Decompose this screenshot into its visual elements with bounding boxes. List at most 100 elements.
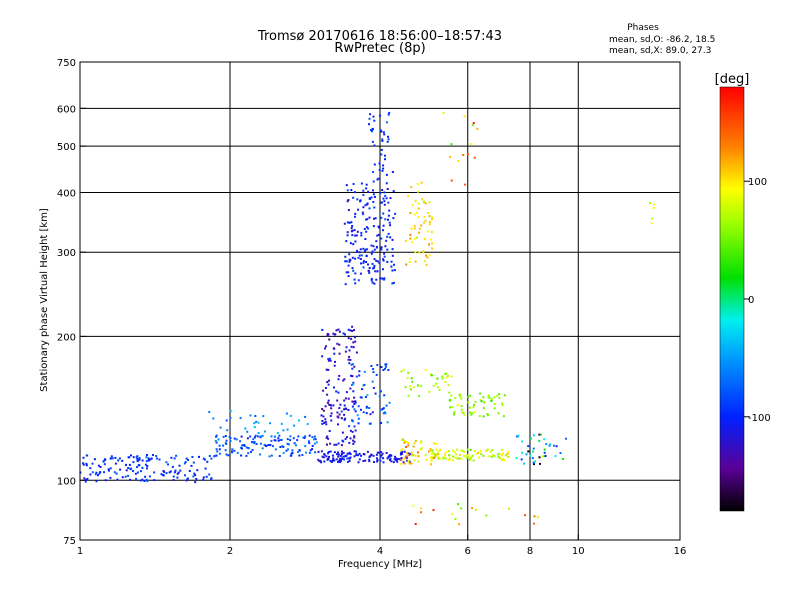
colorbar-unit-label: [deg] <box>715 72 750 87</box>
echo-point <box>355 450 357 453</box>
echo-point <box>417 190 419 193</box>
echo-point <box>405 452 408 455</box>
echo-point <box>473 450 476 453</box>
echo-point <box>333 451 336 454</box>
echo-point <box>163 470 166 473</box>
echo-point <box>280 438 283 441</box>
echo-point <box>380 201 383 204</box>
echo-point <box>329 404 332 406</box>
echo-point <box>273 435 276 438</box>
echo-point <box>165 472 168 475</box>
echo-point <box>256 435 259 438</box>
echo-point <box>373 217 375 220</box>
echo-point <box>155 455 158 457</box>
echo-point <box>357 405 360 408</box>
echo-point <box>389 457 392 460</box>
echo-point <box>372 454 375 457</box>
echo-point <box>529 454 532 457</box>
x-tick-label: 4 <box>377 546 383 557</box>
echo-point <box>375 245 378 248</box>
echo-point <box>114 456 117 459</box>
echo-point <box>370 129 373 131</box>
echo-point <box>457 160 460 162</box>
echo-point <box>395 459 398 462</box>
echo-point <box>293 442 296 445</box>
echo-point <box>503 394 506 397</box>
echo-point <box>447 384 450 386</box>
echo-point <box>135 456 138 459</box>
echo-point <box>145 456 148 459</box>
echo-point <box>420 507 423 510</box>
echo-point <box>352 183 355 185</box>
echo-point <box>244 427 247 430</box>
echo-point <box>412 445 415 448</box>
echo-point <box>337 460 339 463</box>
echo-point <box>287 443 290 446</box>
echo-point <box>385 452 388 454</box>
echo-point <box>132 461 135 464</box>
echo-point <box>532 434 535 437</box>
echo-point <box>338 413 341 416</box>
echo-point <box>384 363 387 366</box>
echo-point <box>208 473 211 476</box>
echo-point <box>382 457 385 460</box>
echo-point <box>553 444 556 447</box>
echo-point <box>457 503 460 506</box>
echo-point <box>348 349 351 352</box>
echo-point <box>475 508 477 511</box>
echo-point <box>268 455 271 458</box>
echo-point <box>226 429 229 432</box>
x-tick-label: 1 <box>77 546 83 557</box>
echo-point <box>89 473 92 476</box>
echo-point <box>424 219 427 222</box>
phase-stats-o: mean, sd,O: -86.2, 18.5 <box>609 35 715 45</box>
echo-point <box>467 401 470 404</box>
echo-point <box>383 133 386 136</box>
echo-point <box>483 401 486 404</box>
echo-point <box>214 454 217 457</box>
echo-point <box>340 410 343 413</box>
echo-point <box>150 457 153 460</box>
echo-point <box>82 462 85 465</box>
echo-point <box>451 459 454 462</box>
y-tick-label: 500 <box>57 142 76 153</box>
echo-point <box>385 365 387 368</box>
echo-point <box>549 443 552 446</box>
echo-point <box>543 438 546 441</box>
echo-point <box>252 438 255 441</box>
echo-point <box>487 395 490 398</box>
echo-point <box>97 464 100 467</box>
echo-point <box>274 448 277 451</box>
echo-point <box>381 169 384 172</box>
echo-point <box>270 439 273 442</box>
echo-point <box>403 441 406 444</box>
echo-point <box>482 454 485 457</box>
echo-point <box>460 457 463 460</box>
echo-point <box>362 189 365 192</box>
echo-point <box>448 454 451 457</box>
echo-point <box>403 450 406 453</box>
echo-point <box>382 164 385 167</box>
echo-point <box>364 396 367 398</box>
echo-point <box>345 454 347 457</box>
echo-point <box>354 234 357 237</box>
echo-point <box>498 452 501 455</box>
echo-point <box>465 456 468 459</box>
echo-point <box>469 448 472 451</box>
echo-point <box>365 412 368 415</box>
echo-point <box>435 382 438 385</box>
echo-point <box>359 272 362 275</box>
echo-point <box>173 471 176 474</box>
echo-point <box>493 396 496 399</box>
echo-point <box>364 248 367 251</box>
echo-point <box>210 457 213 460</box>
echo-point <box>153 479 156 482</box>
echo-point <box>235 438 238 441</box>
echo-point <box>502 458 505 460</box>
echo-point <box>336 342 339 345</box>
echo-point <box>531 457 534 460</box>
echo-point <box>489 450 492 453</box>
echo-point <box>362 411 365 414</box>
echo-point <box>337 451 339 454</box>
echo-point <box>491 454 494 457</box>
